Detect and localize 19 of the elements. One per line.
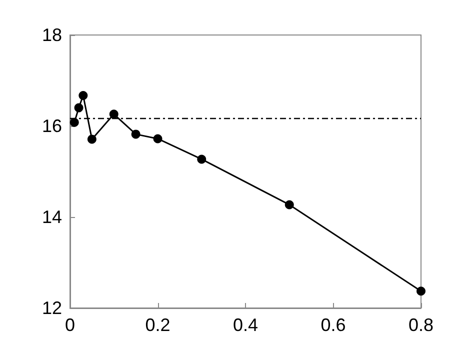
point	[87, 134, 96, 144]
y-tick-label: 12	[42, 298, 62, 318]
x-tick-label: 0.6	[320, 315, 346, 335]
point	[78, 91, 88, 100]
point	[153, 134, 162, 144]
x-tick-label: 0.4	[232, 315, 258, 335]
point	[284, 200, 294, 210]
point	[197, 154, 206, 164]
y-tick-label: 14	[42, 207, 62, 227]
y-tick-label: 18	[42, 25, 62, 45]
x-tick-label: 0.2	[145, 315, 170, 335]
x-tick-label: 0	[64, 315, 76, 335]
point	[131, 130, 140, 139]
point	[74, 103, 84, 112]
point	[109, 110, 118, 119]
x-tick-label: 0.8	[408, 315, 434, 335]
y-tick-label: 16	[42, 116, 62, 136]
point	[70, 118, 79, 127]
point	[416, 286, 426, 296]
